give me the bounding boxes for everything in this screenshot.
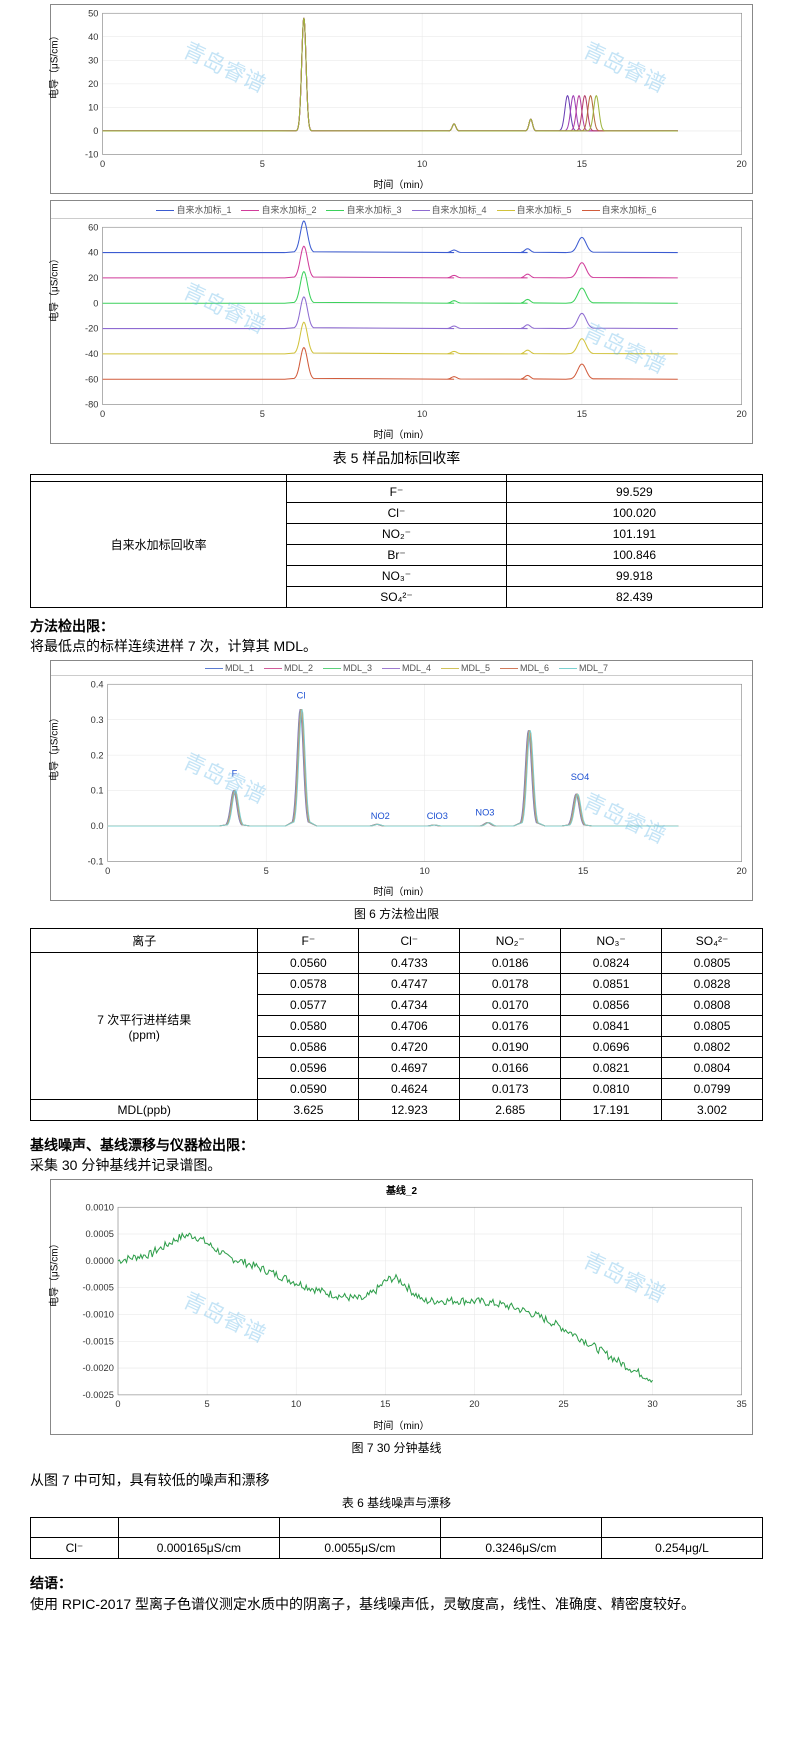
svg-text:10: 10 [420, 866, 430, 876]
svg-text:5: 5 [260, 409, 265, 419]
svg-text:-0.0025: -0.0025 [82, 1390, 113, 1400]
svg-text:0.0010: 0.0010 [86, 1203, 114, 1213]
table-5-recovery: 自来水加标回收率F⁻99.529Cl⁻100.020NO₂⁻101.191Br⁻… [30, 474, 763, 608]
chart3-caption: 图 6 方法检出限 [30, 905, 763, 922]
baseline-body: 采集 30 分钟基线并记录谱图。 [30, 1155, 763, 1175]
chart-1-overlay: 电导（μS/cm）05101520-1001020304050时间（min）青岛… [50, 4, 753, 194]
table5-caption: 表 5 样品加标回收率 [30, 448, 763, 468]
svg-text:-60: -60 [85, 374, 98, 384]
svg-text:10: 10 [417, 159, 427, 169]
svg-text:10: 10 [88, 102, 98, 112]
chart4-caption: 图 7 30 分钟基线 [30, 1439, 763, 1456]
table-6-noise: Cl⁻0.000165μS/cm0.0055μS/cm0.3246μS/cm0.… [30, 1517, 763, 1559]
svg-text:20: 20 [469, 1400, 479, 1410]
svg-text:10: 10 [291, 1400, 301, 1410]
baseline-conclusion-text: 从图 7 中可知，具有较低的噪声和漂移 [30, 1470, 763, 1490]
svg-text:40: 40 [88, 248, 98, 258]
svg-text:SO4: SO4 [571, 772, 590, 782]
chart-3-mdl: MDL_1MDL_2MDL_3MDL_4MDL_5MDL_6MDL_7电导（μS… [50, 660, 753, 901]
svg-text:-0.0005: -0.0005 [82, 1283, 113, 1293]
svg-text:F: F [232, 769, 238, 779]
svg-text:0: 0 [93, 298, 98, 308]
svg-text:Cl: Cl [297, 691, 306, 701]
svg-text:5: 5 [264, 866, 269, 876]
chart-4-baseline: 基线_2电导（μS/cm）05101520253035-0.0025-0.002… [50, 1179, 753, 1434]
svg-text:-80: -80 [85, 400, 98, 410]
svg-text:15: 15 [577, 159, 587, 169]
svg-text:0: 0 [100, 159, 105, 169]
svg-text:20: 20 [88, 79, 98, 89]
svg-text:35: 35 [737, 1400, 747, 1410]
svg-text:40: 40 [88, 32, 98, 42]
svg-text:20: 20 [737, 159, 747, 169]
svg-text:NO3: NO3 [475, 808, 494, 818]
baseline-heading: 基线噪声、基线漂移与仪器检出限： [30, 1135, 763, 1155]
svg-text:10: 10 [417, 409, 427, 419]
svg-text:20: 20 [737, 409, 747, 419]
svg-text:ClO3: ClO3 [427, 811, 448, 821]
svg-text:60: 60 [88, 222, 98, 232]
svg-text:0: 0 [115, 1400, 120, 1410]
svg-text:0.2: 0.2 [91, 751, 104, 761]
svg-text:0.3: 0.3 [91, 715, 104, 725]
svg-text:-0.1: -0.1 [88, 857, 104, 867]
svg-text:0.0: 0.0 [91, 821, 104, 831]
table-mdl-results: 离子F⁻Cl⁻NO₂⁻NO₃⁻SO₄²⁻7 次平行进样结果 (ppm)0.056… [30, 928, 763, 1121]
svg-text:-0.0010: -0.0010 [82, 1310, 113, 1320]
svg-text:20: 20 [737, 866, 747, 876]
svg-text:-0.0015: -0.0015 [82, 1337, 113, 1347]
svg-text:15: 15 [380, 1400, 390, 1410]
svg-text:30: 30 [88, 55, 98, 65]
svg-text:0: 0 [105, 866, 110, 876]
svg-text:0.4: 0.4 [91, 680, 104, 690]
chart-2-stacked: 自来水加标_1自来水加标_2自来水加标_3自来水加标_4自来水加标_5自来水加标… [50, 200, 753, 444]
svg-text:-20: -20 [85, 324, 98, 334]
mdl-heading: 方法检出限： [30, 616, 763, 636]
svg-text:-10: -10 [85, 150, 98, 160]
svg-text:5: 5 [260, 159, 265, 169]
svg-text:0.0000: 0.0000 [86, 1256, 114, 1266]
table6-caption: 表 6 基线噪声与漂移 [30, 1494, 763, 1511]
svg-text:0: 0 [93, 126, 98, 136]
mdl-body: 将最低点的标样连续进样 7 次，计算其 MDL。 [30, 636, 763, 656]
conclusion-body: 使用 RPIC-2017 型离子色谱仪测定水质中的阴离子，基线噪声低，灵敏度高，… [30, 1593, 763, 1617]
svg-text:15: 15 [577, 409, 587, 419]
svg-text:-40: -40 [85, 349, 98, 359]
conclusion-heading: 结语： [30, 1573, 763, 1593]
svg-text:25: 25 [558, 1400, 568, 1410]
svg-text:0.1: 0.1 [91, 786, 104, 796]
svg-text:-0.0020: -0.0020 [82, 1364, 113, 1374]
svg-text:NO2: NO2 [371, 811, 390, 821]
svg-text:30: 30 [647, 1400, 657, 1410]
svg-text:0: 0 [100, 409, 105, 419]
svg-text:0.0005: 0.0005 [86, 1230, 114, 1240]
svg-text:15: 15 [578, 866, 588, 876]
svg-text:50: 50 [88, 8, 98, 18]
svg-text:20: 20 [88, 273, 98, 283]
svg-text:5: 5 [205, 1400, 210, 1410]
